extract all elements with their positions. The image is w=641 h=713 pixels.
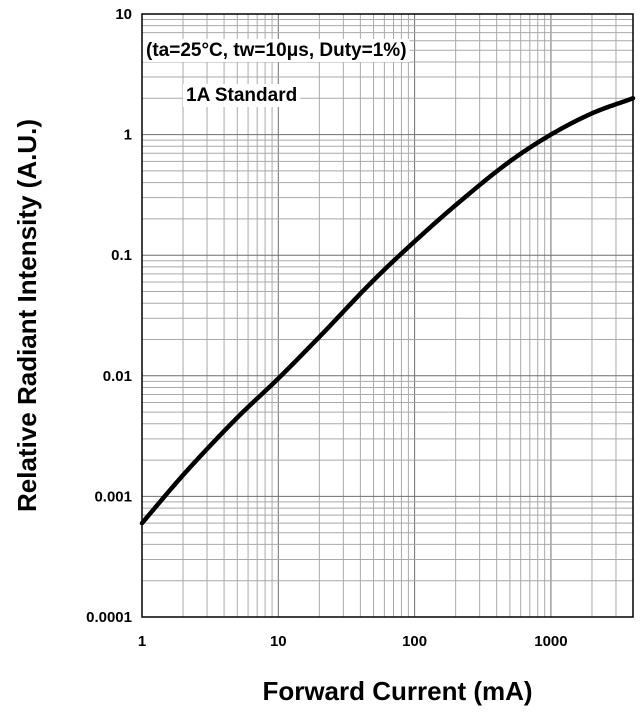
series-point [454,203,458,207]
annotation-background [143,39,410,62]
x-axis-label: Forward Current (mA) [262,676,532,706]
x-tick-label: 10 [270,633,287,650]
series-point [508,159,512,163]
x-tick-labels: 1 10 100 1000 [138,633,568,650]
series-point [140,521,144,525]
y-tick-labels: 0.0001 0.001 0.01 0.1 1 10 [86,6,132,626]
x-tick-label: 100 [402,633,427,650]
series-layer [139,96,636,526]
series-point [317,335,321,339]
x-tick-label: 1000 [534,633,567,650]
grid [141,14,634,618]
annotation-text: (ta=25°C, tw=10μs, Duty=1%) [146,40,407,61]
y-tick-label: 0.0001 [86,609,132,626]
series-point [631,96,635,100]
series-line [139,96,636,526]
y-axis-label: Relative Radiant Intensity (A.U.) [12,119,42,512]
series-point [549,133,553,137]
series-point [590,111,594,115]
y-tick-label: 0.01 [103,368,132,385]
series-point [372,278,376,282]
x-tick-label: 1 [138,633,146,650]
series-point [235,416,239,420]
plot-frame [141,13,634,618]
series-point [413,239,417,243]
series-point [181,473,185,477]
series-point [276,376,280,380]
y-tick-label: 0.1 [111,247,132,264]
annotation-text: 1A Standard [186,85,297,106]
y-tick-label: 1 [124,127,132,144]
annotation-background [183,84,301,107]
y-tick-label: 0.001 [94,488,132,505]
y-tick-label: 10 [115,6,132,23]
annotations: (ta=25°C, tw=10μs, Duty=1%) 1A Standard [143,39,410,107]
